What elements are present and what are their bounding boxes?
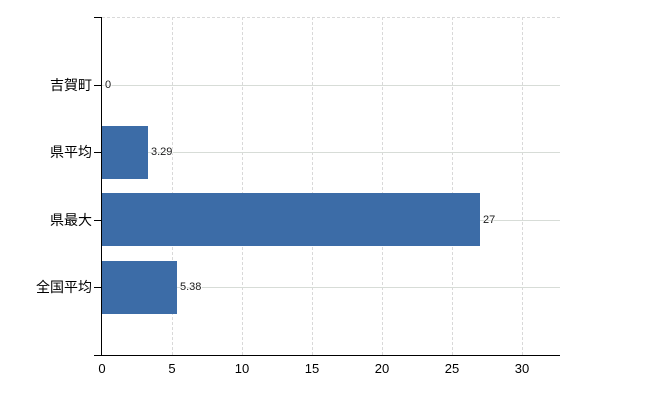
x-tick-label: 20 (374, 361, 390, 376)
category-label: 吉賀町 (50, 76, 92, 93)
horizontal-gridline (102, 152, 560, 154)
bar (102, 125, 148, 179)
vertical-gridline (242, 17, 243, 355)
y-axis-tick (94, 17, 102, 18)
plot-top-border (102, 17, 560, 18)
value-label: 27 (483, 213, 496, 226)
category-label: 県最大 (50, 211, 92, 228)
x-tick-label: 30 (514, 361, 530, 376)
category-label: 県平均 (50, 144, 92, 161)
x-tick-label: 10 (234, 361, 250, 376)
horizontal-gridline (102, 287, 560, 289)
vertical-gridline (522, 17, 523, 355)
y-axis-tick (94, 287, 102, 289)
value-label: 5.38 (180, 281, 202, 294)
vertical-gridline (312, 17, 313, 355)
value-label: 0 (105, 78, 112, 91)
y-axis-tick (94, 219, 102, 221)
category-label: 全国平均 (36, 279, 92, 296)
x-axis-line (94, 355, 560, 356)
horizontal-gridline (102, 84, 560, 86)
vertical-gridline (382, 17, 383, 355)
x-tick-label: 0 (98, 361, 106, 376)
y-axis-tick (94, 152, 102, 154)
vertical-gridline (452, 17, 453, 355)
y-axis-line (101, 17, 102, 356)
x-tick-label: 5 (168, 361, 176, 376)
x-tick-label: 25 (444, 361, 460, 376)
value-label: 3.29 (151, 146, 173, 159)
x-tick-label: 15 (304, 361, 320, 376)
bar (102, 260, 177, 314)
vertical-gridline (172, 17, 173, 355)
y-axis-tick (94, 84, 102, 86)
y-axis-tick (94, 355, 102, 356)
bar (102, 193, 480, 247)
